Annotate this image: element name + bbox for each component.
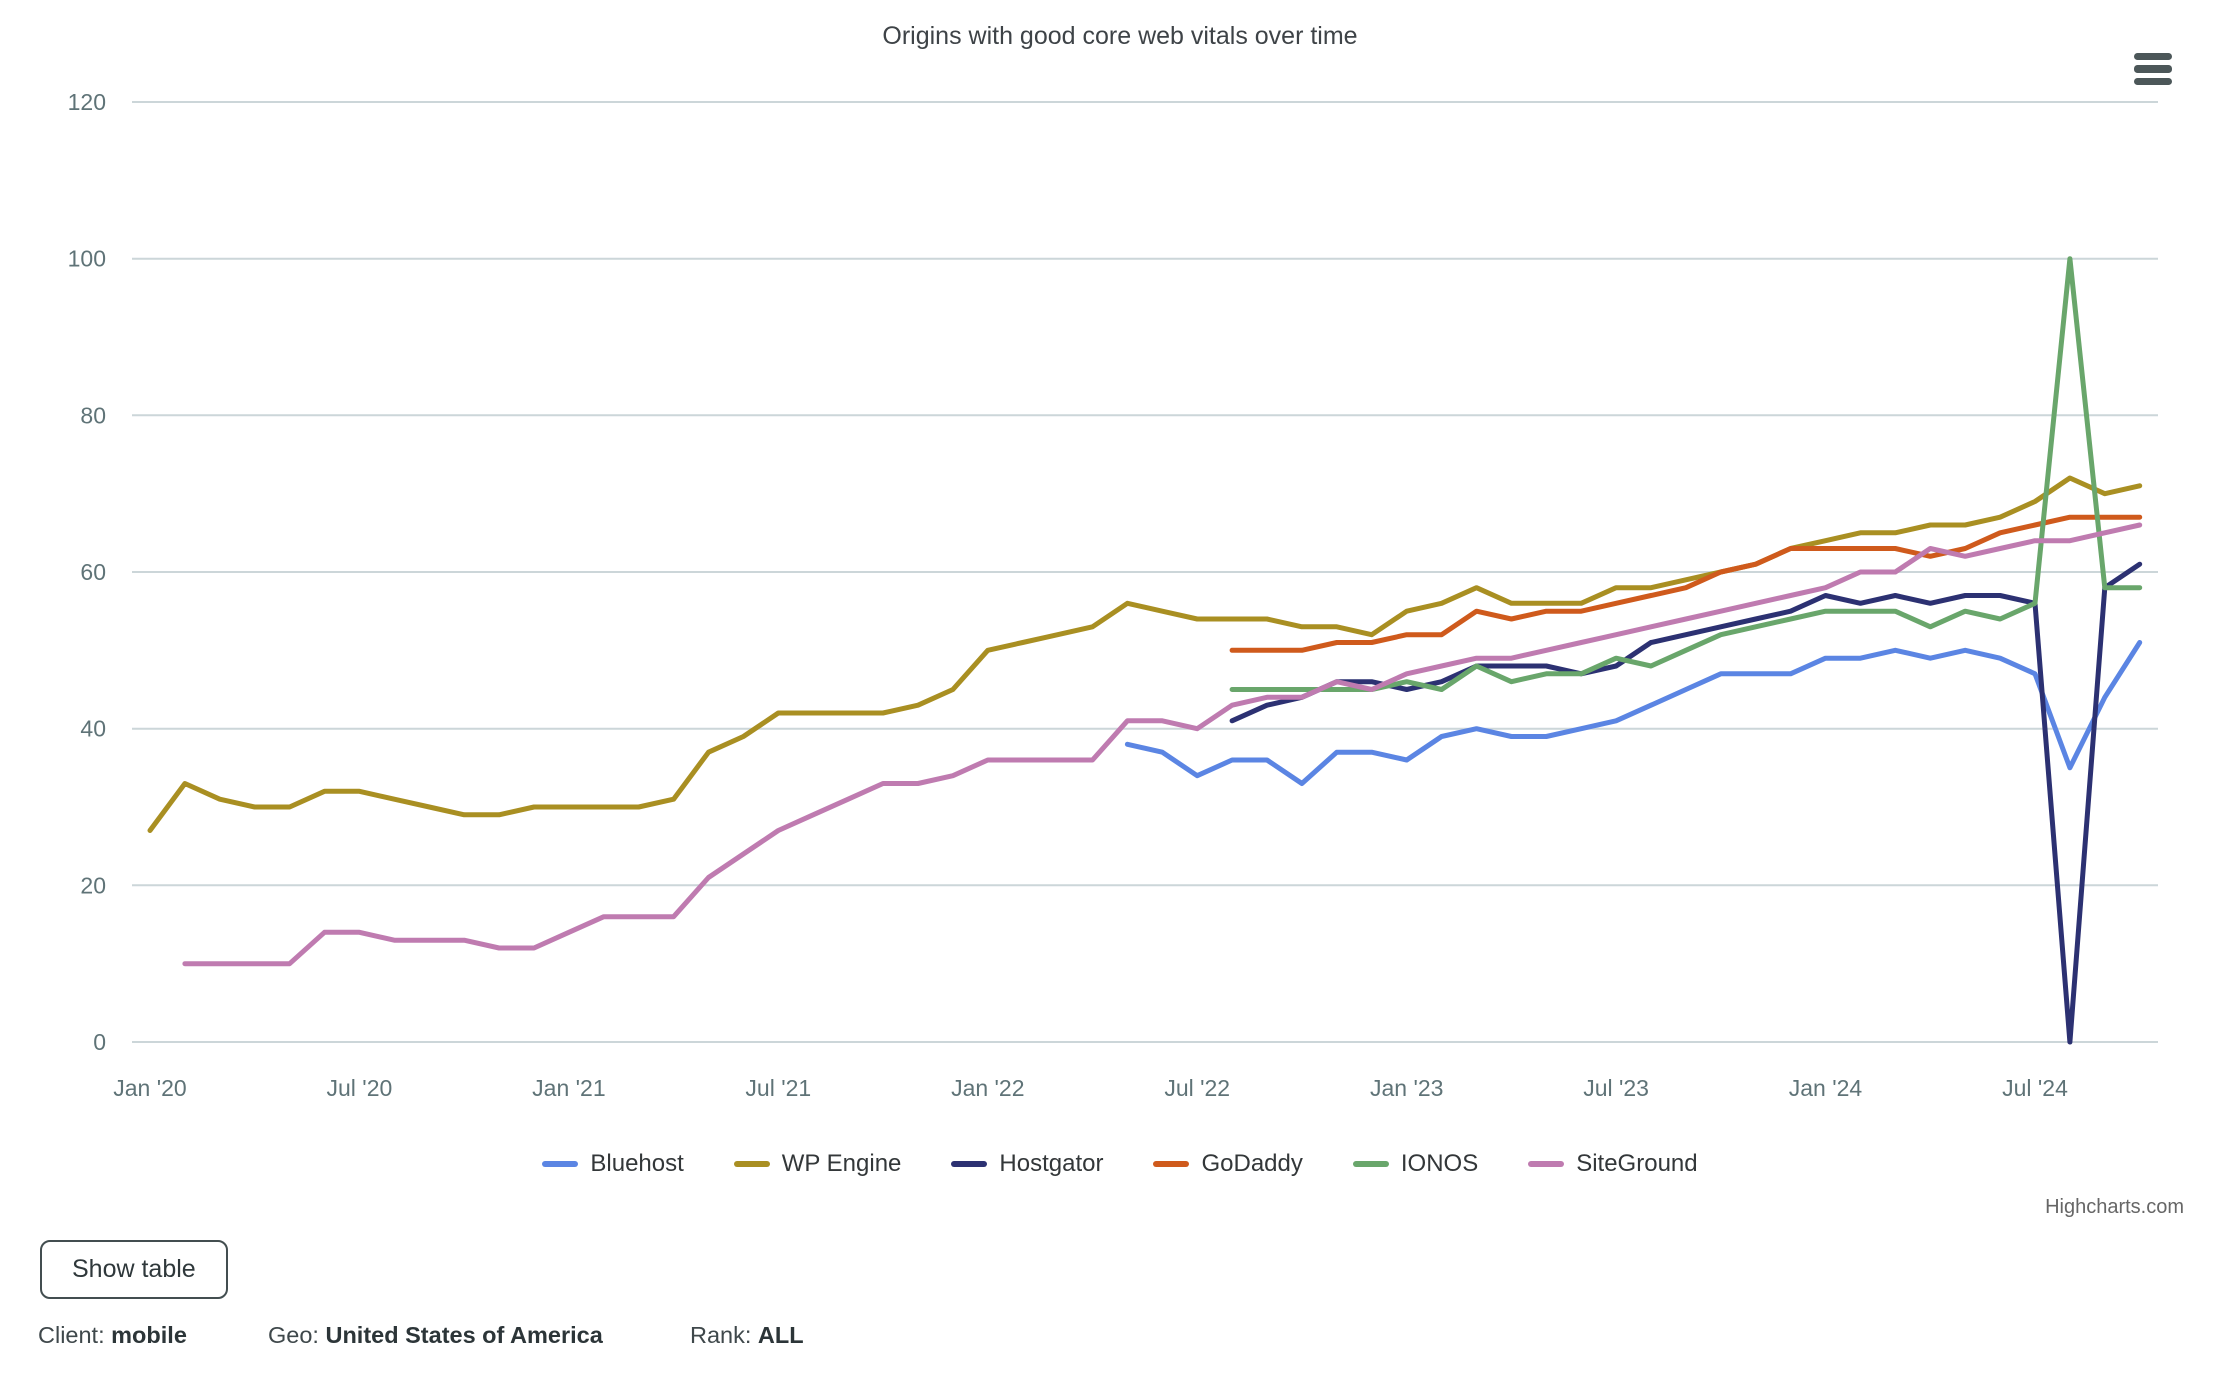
hamburger-menu-icon	[2134, 52, 2172, 61]
legend-series-swatch-icon	[1528, 1161, 1565, 1167]
gridlines	[132, 101, 2158, 1043]
legend-series-swatch-icon	[1153, 1161, 1190, 1167]
x-tick-label: Jan '21	[532, 1075, 605, 1101]
x-tick-label: Jan '23	[1370, 1075, 1443, 1101]
geo-value: United States of America	[325, 1322, 603, 1348]
y-axis-labels: 0 20 40 60 80 100 120	[68, 89, 106, 1055]
legend-series-label: Hostgator	[999, 1150, 1104, 1177]
rank-value: ALL	[757, 1322, 804, 1348]
y-tick-label: 40	[80, 716, 106, 742]
legend-series-label: WP Engine	[781, 1150, 902, 1177]
client-label: Client:	[38, 1322, 105, 1348]
x-tick-label: Jul '21	[745, 1075, 811, 1101]
show-table-button[interactable]: Show table	[40, 1240, 228, 1299]
chart-context-menu-button[interactable]	[2134, 48, 2180, 90]
client-filter: Client: mobile	[38, 1322, 187, 1349]
geo-filter: Geo: United States of America	[268, 1322, 603, 1349]
legend-item-wp-engine[interactable]: WP Engine	[733, 1150, 902, 1178]
legend-series-swatch-icon	[1352, 1161, 1389, 1167]
legend-series-label: GoDaddy	[1201, 1150, 1303, 1177]
legend-item-hostgator[interactable]: Hostgator	[951, 1150, 1103, 1178]
legend-series-swatch-icon	[542, 1161, 579, 1167]
series-line-bluehost[interactable]	[1124, 640, 2143, 786]
rank-filter: Rank: ALL	[690, 1322, 804, 1349]
series-line-siteground[interactable]	[182, 522, 2143, 967]
hamburger-menu-icon	[2134, 77, 2172, 86]
chart-title: Origins with good core web vitals over t…	[882, 22, 1358, 50]
hamburger-menu-icon	[2134, 65, 2172, 73]
legend-series-swatch-icon	[733, 1161, 770, 1167]
series-line-wp-engine[interactable]	[147, 475, 2143, 833]
x-tick-label: Jul '23	[1583, 1075, 1649, 1101]
y-tick-label: 20	[80, 872, 106, 898]
legend-series-label: Bluehost	[590, 1150, 684, 1177]
y-tick-label: 0	[93, 1029, 106, 1055]
legend-series-swatch-icon	[951, 1161, 988, 1167]
legend-item-godaddy[interactable]: GoDaddy	[1153, 1150, 1303, 1178]
geo-label: Geo:	[268, 1322, 319, 1348]
y-tick-label: 60	[80, 559, 106, 585]
series-lines	[147, 256, 2143, 1045]
x-tick-label: Jul '24	[2002, 1075, 2068, 1101]
x-axis-labels: Jan '20 Jul '20 Jan '21 Jul '21 Jan '22 Jul '…	[113, 1075, 2068, 1101]
x-tick-label: Jan '20	[113, 1075, 186, 1101]
client-value: mobile	[111, 1322, 187, 1348]
x-tick-label: Jul '22	[1164, 1075, 1230, 1101]
legend-item-bluehost[interactable]: Bluehost	[542, 1150, 684, 1178]
highcharts-credits-link[interactable]: Highcharts.com	[2045, 1196, 2184, 1218]
x-tick-label: Jan '24	[1789, 1075, 1863, 1101]
x-tick-label: Jan '22	[951, 1075, 1024, 1101]
series-line-godaddy[interactable]	[1229, 514, 2143, 653]
series-line-ionos[interactable]	[1229, 256, 2143, 692]
rank-label: Rank:	[690, 1322, 752, 1348]
legend-series-label: SiteGround	[1576, 1150, 1698, 1177]
chart-legend: Bluehost WP Engine Hostgator GoDaddy IONOS Si…	[0, 1150, 2220, 1178]
y-tick-label: 80	[80, 402, 106, 428]
legend-item-siteground[interactable]: SiteGround	[1528, 1150, 1698, 1178]
y-tick-label: 120	[68, 89, 106, 115]
y-tick-label: 100	[68, 246, 106, 272]
legend-item-ionos[interactable]: IONOS	[1352, 1150, 1479, 1178]
legend-series-label: IONOS	[1400, 1150, 1479, 1177]
x-tick-label: Jul '20	[327, 1075, 393, 1101]
